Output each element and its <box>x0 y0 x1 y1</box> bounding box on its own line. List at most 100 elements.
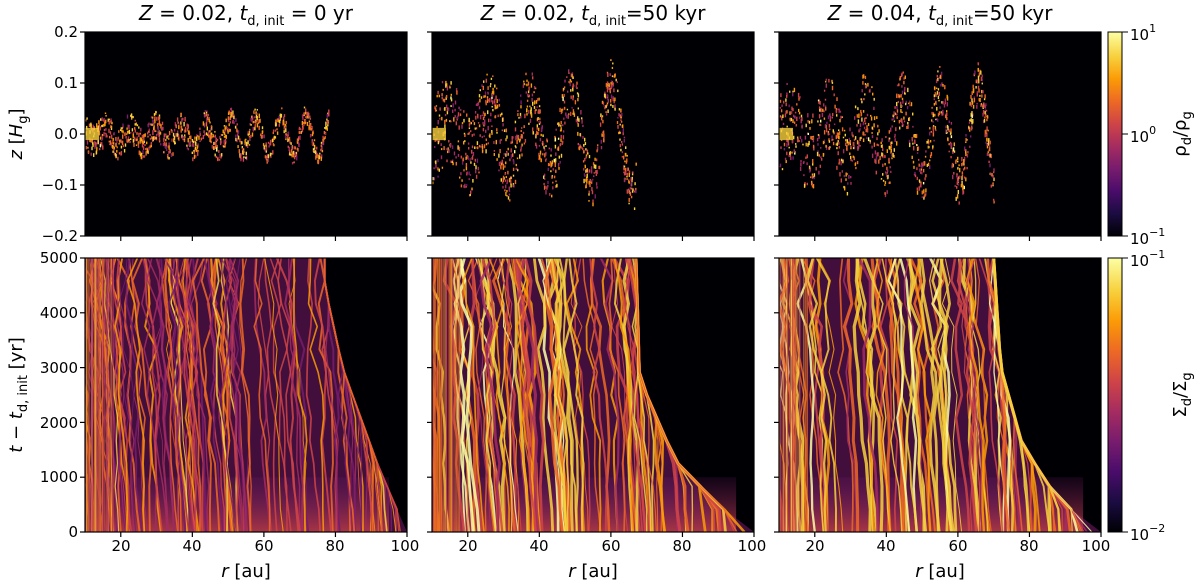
dust-clump <box>112 150 114 153</box>
dust-clump <box>896 116 898 119</box>
colorbar-bottom-label: Σd/Σg <box>1170 372 1195 417</box>
dust-clump <box>249 137 251 142</box>
dust-clump <box>483 80 485 83</box>
dust-clump <box>563 117 565 120</box>
dust-clump <box>450 93 452 96</box>
dust-clump <box>175 124 177 129</box>
dust-clump <box>903 80 905 85</box>
dust-clump <box>461 161 464 165</box>
dust-clump <box>906 106 909 110</box>
dust-clump <box>483 95 485 98</box>
dust-clump <box>255 120 257 124</box>
dust-clump <box>918 186 920 191</box>
dust-clump <box>808 140 810 146</box>
dust-clump <box>220 140 223 144</box>
dust-clump <box>945 129 947 133</box>
dust-clump <box>557 147 559 151</box>
dust-clump <box>199 131 201 134</box>
dust-clump <box>587 152 589 155</box>
dust-clump <box>502 163 504 168</box>
dust-clump <box>617 89 619 93</box>
dust-clump <box>840 161 842 166</box>
dust-clump <box>122 134 124 139</box>
dust-clump <box>805 123 807 128</box>
dust-clump <box>520 130 522 132</box>
dust-clump <box>473 162 476 166</box>
dust-clump <box>109 143 111 146</box>
dust-clump <box>113 132 115 136</box>
dust-clump <box>209 134 211 137</box>
dust-clump <box>541 140 544 144</box>
dust-clump <box>562 135 565 140</box>
dust-streak <box>863 258 884 532</box>
dust-clump <box>174 122 177 127</box>
dust-clump <box>797 92 800 98</box>
dust-clump <box>595 182 598 186</box>
dust-clump <box>263 134 265 139</box>
dust-clump <box>196 136 198 141</box>
dust-clump <box>617 125 619 129</box>
dust-clump <box>562 96 564 102</box>
dust-clump <box>972 119 974 124</box>
dust-clump <box>907 121 909 125</box>
dust-clump <box>233 115 235 120</box>
dust-clump <box>847 182 849 185</box>
dust-clump <box>118 130 120 133</box>
dust-clump <box>501 162 503 166</box>
dust-clump <box>975 86 977 89</box>
dust-clump <box>208 117 210 119</box>
dust-clump <box>97 140 99 145</box>
dust-clump <box>526 99 529 102</box>
dust-streak <box>928 258 952 532</box>
dust-clump <box>145 148 147 151</box>
dust-clump <box>517 137 519 141</box>
dust-clump <box>957 156 959 160</box>
dust-clump <box>530 109 532 114</box>
dust-clump <box>163 133 165 137</box>
dust-clump <box>135 144 138 146</box>
dust-streak <box>114 258 129 532</box>
dust-clump <box>983 102 985 107</box>
dust-clump <box>539 121 542 124</box>
dust-clump <box>870 116 873 121</box>
dust-clump <box>189 140 191 145</box>
dust-clump <box>318 155 320 160</box>
dust-clump <box>527 95 530 98</box>
dust-clump <box>236 139 238 143</box>
dust-clump <box>588 155 591 159</box>
dust-clump <box>99 144 102 148</box>
dust-clump <box>220 156 222 159</box>
dust-clump <box>836 147 838 150</box>
dust-clump <box>971 101 974 105</box>
dust-clump <box>124 132 127 135</box>
dust-clump <box>309 118 311 120</box>
colorbar-top-label: ρd/ρg <box>1170 111 1195 156</box>
dust-clump <box>901 105 903 108</box>
dust-clump <box>871 132 873 134</box>
dust-clump <box>225 118 227 123</box>
dust-clump <box>452 159 454 163</box>
dust-clump <box>501 129 504 132</box>
dust-clump <box>935 94 937 97</box>
dust-clump <box>287 131 290 135</box>
xlabel-left: r [au] <box>221 561 271 582</box>
ytick-bottom-0: 0 <box>68 523 78 541</box>
dust-clump <box>786 143 788 147</box>
dust-clump <box>922 182 925 185</box>
dust-clump <box>251 115 253 119</box>
dust-clump <box>557 137 560 140</box>
dust-clump <box>510 180 512 185</box>
dust-clump <box>296 138 299 143</box>
dust-clump <box>911 137 913 141</box>
dust-clump <box>461 179 463 182</box>
dust-clump <box>444 114 447 117</box>
dust-clump <box>99 126 101 131</box>
dust-clump <box>291 152 294 155</box>
dust-clump <box>105 128 107 131</box>
dust-clump <box>319 155 322 159</box>
dust-clump <box>566 76 568 78</box>
dust-clump <box>861 100 863 104</box>
dust-clump <box>278 124 280 127</box>
xtick-m-20: 20 <box>458 537 477 555</box>
